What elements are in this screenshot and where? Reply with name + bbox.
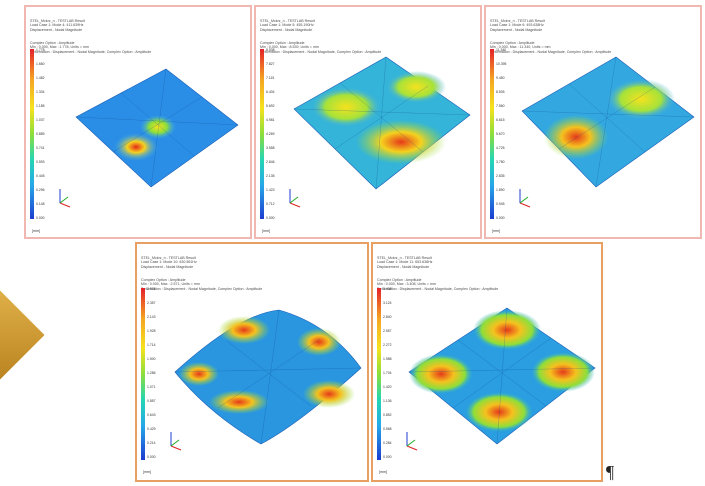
deformation-contour-plot — [75, 68, 239, 188]
unit-label: [mm] — [379, 470, 387, 474]
panel-header: STEL_Mckrz_n - TESTLAB Result Load Case 1… — [377, 255, 499, 291]
unit-label: [mm] — [143, 470, 151, 474]
result-panel-mode-5: STEL_Mckrz_n - TESTLAB Result Load Case 1… — [254, 5, 482, 239]
axis-triad-icon — [519, 189, 531, 208]
deformation-contour-plot — [174, 309, 362, 445]
unit-label: [mm] — [32, 229, 40, 233]
result-panel-mode-10: STEL_Mckrz_n - TESTLAB Result Load Case 1… — [135, 242, 369, 482]
color-legend-bar — [30, 49, 34, 219]
panel-header: STEL_Mckrz_n - TESTLAB Result Load Case 1… — [141, 255, 263, 291]
axis-triad-icon — [406, 432, 418, 451]
axis-triad-icon — [170, 432, 182, 451]
axis-triad-icon — [59, 189, 71, 208]
color-legend-bar — [141, 288, 145, 460]
color-legend-bar — [377, 288, 381, 460]
result-panel-mode-11: STEL_Mckrz_n - TESTLAB Result Load Case 1… — [371, 242, 603, 482]
axis-triad-icon — [289, 189, 301, 208]
paragraph-mark: ¶ — [606, 462, 615, 482]
color-legend-bar — [490, 49, 494, 219]
deformation-contour-plot — [408, 307, 596, 445]
panel-header: STEL_Mckrz_n - TESTLAB Result Load Case 1… — [260, 18, 382, 54]
deformation-contour-plot — [293, 56, 471, 190]
result-panel-mode-4: STEL_Mckrz_n - TESTLAB Result Load Case 1… — [24, 5, 252, 239]
decorative-arrow-shape — [0, 285, 45, 385]
panel-header: STEL_Mckrz_n - TESTLAB Result Load Case 1… — [30, 18, 152, 54]
unit-label: [mm] — [492, 229, 500, 233]
color-legend-bar — [260, 49, 264, 219]
deformation-contour-plot — [521, 56, 695, 188]
unit-label: [mm] — [262, 229, 270, 233]
result-panel-mode-6: STEL_Mckrz_n - TESTLAB Result Load Case 1… — [484, 5, 702, 239]
panel-header: STEL_Mckrz_n - TESTLAB Result Load Case 1… — [490, 18, 612, 54]
